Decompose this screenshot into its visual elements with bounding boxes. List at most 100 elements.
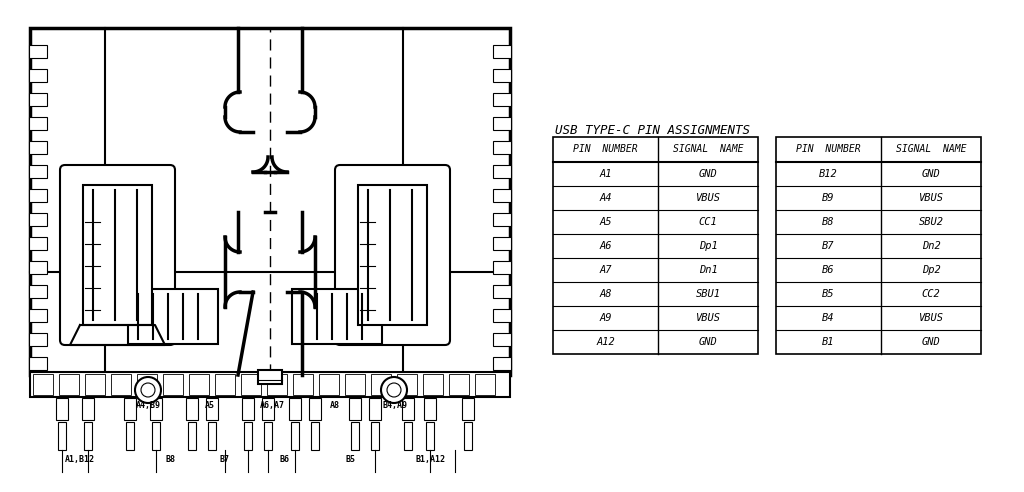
Bar [29, 189, 47, 202]
Bar [150, 398, 162, 420]
Bar [215, 374, 234, 395]
Text: A7: A7 [599, 265, 611, 275]
Bar [29, 213, 47, 226]
Text: GND: GND [922, 337, 940, 347]
Text: SIGNAL  NAME: SIGNAL NAME [896, 145, 967, 154]
Text: VBUS: VBUS [695, 193, 721, 203]
Bar [291, 422, 299, 450]
Bar [493, 45, 511, 58]
Bar [85, 374, 105, 395]
Text: B7: B7 [220, 455, 230, 464]
Bar [264, 422, 272, 450]
Bar [462, 398, 474, 420]
Bar [423, 374, 443, 395]
Bar [493, 213, 511, 226]
Text: GND: GND [698, 169, 718, 179]
Bar [345, 374, 365, 395]
Bar [449, 374, 469, 395]
Text: SBU2: SBU2 [919, 217, 943, 227]
Bar [208, 422, 216, 450]
Bar [309, 398, 321, 420]
Bar [244, 422, 252, 450]
Bar [369, 398, 381, 420]
Bar [29, 93, 47, 106]
Bar [349, 398, 361, 420]
Text: B1: B1 [822, 337, 835, 347]
Bar [258, 370, 282, 384]
Bar [189, 374, 209, 395]
Bar [493, 333, 511, 346]
Text: B6: B6 [280, 455, 290, 464]
Circle shape [141, 383, 155, 397]
Text: PIN  NUMBER: PIN NUMBER [797, 145, 861, 154]
Text: VBUS: VBUS [919, 313, 943, 323]
Text: B6: B6 [822, 265, 835, 275]
Text: A12: A12 [596, 337, 614, 347]
Bar [292, 289, 382, 344]
Text: Dn2: Dn2 [922, 241, 940, 251]
Bar [493, 141, 511, 154]
Text: A4: A4 [599, 193, 611, 203]
Bar [111, 374, 131, 395]
Text: A6,A7: A6,A7 [259, 401, 285, 410]
Bar [475, 374, 495, 395]
Bar [126, 422, 134, 450]
Circle shape [381, 377, 407, 403]
Bar [59, 374, 79, 395]
Text: B4,A9: B4,A9 [383, 401, 408, 410]
Bar [311, 422, 319, 450]
Bar [493, 117, 511, 130]
Text: GND: GND [922, 169, 940, 179]
Bar [29, 165, 47, 178]
Text: USB TYPE-C PIN ASSIGNMENTS: USB TYPE-C PIN ASSIGNMENTS [555, 124, 750, 137]
Bar [56, 398, 68, 420]
Text: B9: B9 [822, 193, 835, 203]
Bar [29, 261, 47, 274]
Bar [424, 398, 436, 420]
Text: Dn1: Dn1 [698, 265, 718, 275]
Text: A6: A6 [599, 241, 611, 251]
Bar [83, 185, 152, 325]
Bar [152, 422, 160, 450]
Bar [493, 309, 511, 322]
Bar [262, 398, 274, 420]
Circle shape [387, 383, 401, 397]
Bar [29, 237, 47, 250]
Bar [128, 289, 218, 344]
Bar [553, 137, 758, 354]
FancyBboxPatch shape [60, 165, 175, 345]
Bar [29, 285, 47, 298]
Bar [30, 28, 510, 375]
Text: A8: A8 [330, 401, 340, 410]
Text: GND: GND [698, 337, 718, 347]
Bar [289, 398, 301, 420]
Bar [186, 398, 198, 420]
Text: SBU1: SBU1 [695, 289, 721, 299]
Bar [493, 357, 511, 370]
Bar [493, 69, 511, 82]
Text: A1: A1 [599, 169, 611, 179]
Text: A5: A5 [205, 401, 215, 410]
Bar [29, 309, 47, 322]
Bar [29, 69, 47, 82]
Bar [371, 374, 391, 395]
Bar [82, 398, 94, 420]
Text: VBUS: VBUS [919, 193, 943, 203]
Bar [493, 93, 511, 106]
Text: B1,A12: B1,A12 [415, 455, 445, 464]
Bar [426, 422, 434, 450]
Text: B8: B8 [822, 217, 835, 227]
Text: A5: A5 [599, 217, 611, 227]
Bar [397, 374, 417, 395]
Bar [124, 398, 136, 420]
Text: A9: A9 [599, 313, 611, 323]
Circle shape [135, 377, 161, 403]
Bar [29, 333, 47, 346]
Bar [241, 374, 261, 395]
Text: PIN  NUMBER: PIN NUMBER [573, 145, 638, 154]
Text: B4: B4 [822, 313, 835, 323]
Text: A8: A8 [599, 289, 611, 299]
Bar [33, 374, 53, 395]
Text: B7: B7 [822, 241, 835, 251]
Bar [402, 398, 414, 420]
